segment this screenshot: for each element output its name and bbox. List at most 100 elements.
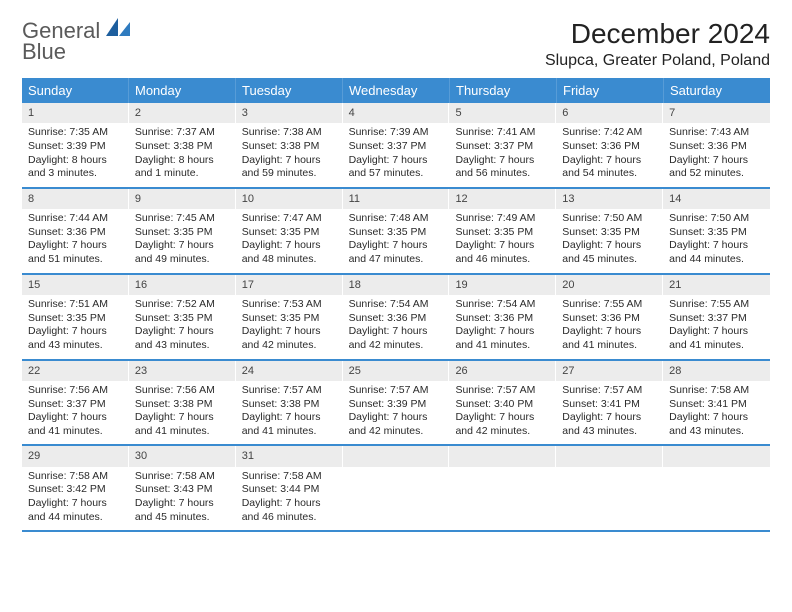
sunset-text: Sunset: 3:38 PM <box>242 140 337 154</box>
sunrise-text: Sunrise: 7:38 AM <box>242 126 337 140</box>
day-number: 27 <box>556 361 663 381</box>
day-body: Sunrise: 7:57 AMSunset: 3:40 PMDaylight:… <box>449 381 556 445</box>
day-cell: 28Sunrise: 7:58 AMSunset: 3:41 PMDayligh… <box>663 361 770 445</box>
day-cell: 1Sunrise: 7:35 AMSunset: 3:39 PMDaylight… <box>22 103 129 187</box>
sunrise-text: Sunrise: 7:35 AM <box>28 126 123 140</box>
day-number <box>663 446 770 466</box>
weekday-header: Saturday <box>664 78 770 103</box>
daylight-text: Daylight: 7 hours and 42 minutes. <box>455 411 550 438</box>
day-cell: 26Sunrise: 7:57 AMSunset: 3:40 PMDayligh… <box>449 361 556 445</box>
sunrise-text: Sunrise: 7:41 AM <box>455 126 550 140</box>
daylight-text: Daylight: 7 hours and 51 minutes. <box>28 239 123 266</box>
sunset-text: Sunset: 3:35 PM <box>135 226 230 240</box>
sunset-text: Sunset: 3:35 PM <box>455 226 550 240</box>
day-body <box>556 467 663 515</box>
day-cell: 24Sunrise: 7:57 AMSunset: 3:38 PMDayligh… <box>236 361 343 445</box>
day-cell: 17Sunrise: 7:53 AMSunset: 3:35 PMDayligh… <box>236 275 343 359</box>
daylight-text: Daylight: 7 hours and 42 minutes. <box>349 411 444 438</box>
daylight-text: Daylight: 8 hours and 1 minute. <box>135 154 230 181</box>
day-cell: 30Sunrise: 7:58 AMSunset: 3:43 PMDayligh… <box>129 446 236 530</box>
sunset-text: Sunset: 3:36 PM <box>455 312 550 326</box>
day-body: Sunrise: 7:51 AMSunset: 3:35 PMDaylight:… <box>22 295 129 359</box>
day-body <box>449 467 556 515</box>
sunrise-text: Sunrise: 7:57 AM <box>242 384 337 398</box>
day-body: Sunrise: 7:42 AMSunset: 3:36 PMDaylight:… <box>556 123 663 187</box>
day-number: 1 <box>22 103 129 123</box>
logo-word-blue: Blue <box>22 42 132 63</box>
month-title: December 2024 <box>545 18 770 50</box>
day-body <box>663 467 770 515</box>
weekday-header-row: SundayMondayTuesdayWednesdayThursdayFrid… <box>22 78 770 103</box>
sunrise-text: Sunrise: 7:39 AM <box>349 126 444 140</box>
day-body: Sunrise: 7:58 AMSunset: 3:42 PMDaylight:… <box>22 467 129 531</box>
sunset-text: Sunset: 3:37 PM <box>28 398 123 412</box>
day-number <box>343 446 450 466</box>
weeks-container: 1Sunrise: 7:35 AMSunset: 3:39 PMDaylight… <box>22 103 770 532</box>
day-number: 4 <box>343 103 450 123</box>
header-row: General Blue December 2024 Slupca, Great… <box>22 18 770 70</box>
week-row: 29Sunrise: 7:58 AMSunset: 3:42 PMDayligh… <box>22 446 770 532</box>
daylight-text: Daylight: 7 hours and 54 minutes. <box>562 154 657 181</box>
day-body: Sunrise: 7:44 AMSunset: 3:36 PMDaylight:… <box>22 209 129 273</box>
day-cell: 5Sunrise: 7:41 AMSunset: 3:37 PMDaylight… <box>449 103 556 187</box>
sunset-text: Sunset: 3:43 PM <box>135 483 230 497</box>
day-number: 28 <box>663 361 770 381</box>
weekday-header: Tuesday <box>236 78 343 103</box>
sunset-text: Sunset: 3:40 PM <box>455 398 550 412</box>
day-body: Sunrise: 7:37 AMSunset: 3:38 PMDaylight:… <box>129 123 236 187</box>
daylight-text: Daylight: 7 hours and 57 minutes. <box>349 154 444 181</box>
day-body: Sunrise: 7:55 AMSunset: 3:37 PMDaylight:… <box>663 295 770 359</box>
day-cell: 14Sunrise: 7:50 AMSunset: 3:35 PMDayligh… <box>663 189 770 273</box>
day-body: Sunrise: 7:57 AMSunset: 3:38 PMDaylight:… <box>236 381 343 445</box>
day-number: 9 <box>129 189 236 209</box>
daylight-text: Daylight: 7 hours and 41 minutes. <box>135 411 230 438</box>
day-body: Sunrise: 7:49 AMSunset: 3:35 PMDaylight:… <box>449 209 556 273</box>
sunrise-text: Sunrise: 7:55 AM <box>669 298 764 312</box>
day-cell <box>556 446 663 530</box>
sunrise-text: Sunrise: 7:47 AM <box>242 212 337 226</box>
sunset-text: Sunset: 3:39 PM <box>349 398 444 412</box>
sunrise-text: Sunrise: 7:50 AM <box>562 212 657 226</box>
day-body: Sunrise: 7:56 AMSunset: 3:38 PMDaylight:… <box>129 381 236 445</box>
title-block: December 2024 Slupca, Greater Poland, Po… <box>545 18 770 70</box>
weekday-header: Wednesday <box>343 78 450 103</box>
sunrise-text: Sunrise: 7:58 AM <box>669 384 764 398</box>
daylight-text: Daylight: 7 hours and 48 minutes. <box>242 239 337 266</box>
day-number: 7 <box>663 103 770 123</box>
day-number: 26 <box>449 361 556 381</box>
day-cell <box>663 446 770 530</box>
day-number: 25 <box>343 361 450 381</box>
day-cell: 18Sunrise: 7:54 AMSunset: 3:36 PMDayligh… <box>343 275 450 359</box>
day-number: 6 <box>556 103 663 123</box>
day-cell: 3Sunrise: 7:38 AMSunset: 3:38 PMDaylight… <box>236 103 343 187</box>
location-subtitle: Slupca, Greater Poland, Poland <box>545 52 770 70</box>
sunset-text: Sunset: 3:36 PM <box>349 312 444 326</box>
sunset-text: Sunset: 3:44 PM <box>242 483 337 497</box>
day-cell: 31Sunrise: 7:58 AMSunset: 3:44 PMDayligh… <box>236 446 343 530</box>
sunrise-text: Sunrise: 7:56 AM <box>28 384 123 398</box>
sunset-text: Sunset: 3:41 PM <box>562 398 657 412</box>
week-row: 15Sunrise: 7:51 AMSunset: 3:35 PMDayligh… <box>22 275 770 361</box>
sunset-text: Sunset: 3:35 PM <box>242 226 337 240</box>
sunrise-text: Sunrise: 7:53 AM <box>242 298 337 312</box>
sunrise-text: Sunrise: 7:57 AM <box>562 384 657 398</box>
day-cell: 10Sunrise: 7:47 AMSunset: 3:35 PMDayligh… <box>236 189 343 273</box>
day-cell: 8Sunrise: 7:44 AMSunset: 3:36 PMDaylight… <box>22 189 129 273</box>
day-cell <box>449 446 556 530</box>
day-body: Sunrise: 7:41 AMSunset: 3:37 PMDaylight:… <box>449 123 556 187</box>
week-row: 1Sunrise: 7:35 AMSunset: 3:39 PMDaylight… <box>22 103 770 189</box>
sunset-text: Sunset: 3:36 PM <box>28 226 123 240</box>
day-body <box>343 467 450 515</box>
day-body: Sunrise: 7:50 AMSunset: 3:35 PMDaylight:… <box>663 209 770 273</box>
weekday-header: Thursday <box>450 78 557 103</box>
daylight-text: Daylight: 7 hours and 56 minutes. <box>455 154 550 181</box>
sunrise-text: Sunrise: 7:48 AM <box>349 212 444 226</box>
sunset-text: Sunset: 3:37 PM <box>669 312 764 326</box>
sunrise-text: Sunrise: 7:56 AM <box>135 384 230 398</box>
day-body: Sunrise: 7:45 AMSunset: 3:35 PMDaylight:… <box>129 209 236 273</box>
day-body: Sunrise: 7:57 AMSunset: 3:39 PMDaylight:… <box>343 381 450 445</box>
daylight-text: Daylight: 7 hours and 52 minutes. <box>669 154 764 181</box>
week-row: 22Sunrise: 7:56 AMSunset: 3:37 PMDayligh… <box>22 361 770 447</box>
day-cell: 2Sunrise: 7:37 AMSunset: 3:38 PMDaylight… <box>129 103 236 187</box>
day-cell: 21Sunrise: 7:55 AMSunset: 3:37 PMDayligh… <box>663 275 770 359</box>
